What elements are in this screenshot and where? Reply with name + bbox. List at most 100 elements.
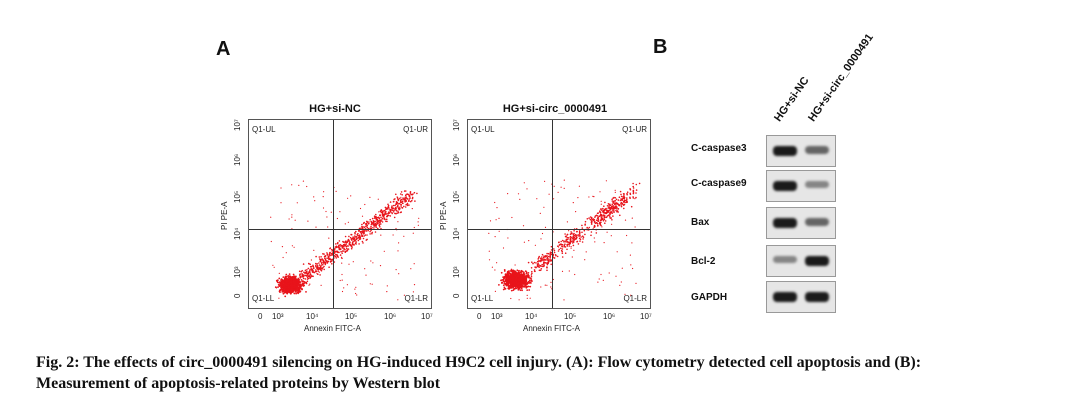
scatter-dot (321, 261, 323, 264)
scatter-dot (550, 253, 553, 256)
scatter-dot (561, 243, 564, 246)
scatter-dot (617, 208, 620, 210)
scatter-dot (302, 180, 304, 182)
scatter-dot (341, 290, 344, 293)
scatter-dot (344, 248, 346, 251)
scatter-dot (286, 289, 289, 292)
scatter-dot (307, 272, 310, 274)
scatter-dot (323, 261, 326, 264)
scatter-dot (293, 286, 296, 288)
scatter-dot (546, 256, 549, 259)
scatter-dot (635, 183, 638, 186)
scatter-dot (579, 234, 581, 237)
scatter-dot (600, 200, 602, 202)
scatter-dot (315, 263, 318, 265)
scatter-dot (293, 292, 296, 295)
scatter-dot (515, 280, 518, 283)
y-tick-1-5: 10⁷ (233, 119, 242, 131)
scatter-dot (397, 203, 400, 205)
scatter-dot (370, 223, 373, 226)
scatter-dot (379, 210, 382, 213)
blot-row-c-caspase3 (766, 135, 836, 167)
scatter-dot (292, 278, 295, 281)
scatter-dot (488, 232, 490, 234)
scatter-dot (579, 238, 582, 241)
band-c-caspase3-lane2 (805, 146, 829, 154)
scatter-dot (620, 204, 623, 206)
scatter-dot (546, 284, 548, 286)
scatter-dot (307, 277, 310, 280)
scatter-dot (383, 213, 386, 216)
scatter-dot (609, 204, 612, 207)
flow-plot-1: Q1-UL Q1-UR Q1-LL Q1-LR (248, 119, 432, 309)
scatter-dot (599, 211, 601, 213)
quadrant-gate-horizontal-2 (468, 229, 650, 230)
scatter-dot (512, 273, 515, 275)
scatter-dot (316, 265, 319, 267)
scatter-dot (549, 258, 551, 261)
scatter-dot (356, 234, 358, 236)
scatter-dot (364, 203, 366, 206)
scatter-dot (569, 242, 571, 245)
scatter-dot (375, 218, 378, 220)
scatter-dot (623, 193, 625, 195)
scatter-dot (395, 227, 397, 230)
scatter-dot (305, 291, 307, 293)
scatter-dot (553, 198, 555, 200)
scatter-dot (517, 282, 520, 285)
y-tick-1-0: 0 (233, 293, 242, 298)
scatter-dot (355, 286, 357, 288)
scatter-dot (581, 224, 583, 227)
scatter-dot (361, 223, 363, 226)
scatter-dot (403, 205, 405, 208)
scatter-dot (285, 284, 288, 287)
scatter-dot (549, 260, 551, 262)
scatter-dot (512, 280, 515, 282)
scatter-dot (348, 263, 350, 265)
scatter-dot (547, 252, 550, 255)
scatter-dot (607, 203, 610, 205)
scatter-dot (632, 185, 634, 188)
scatter-dot (328, 266, 330, 268)
scatter-dot (576, 230, 578, 233)
scatter-dot (590, 234, 592, 237)
scatter-dot (574, 238, 576, 240)
scatter-dot (278, 272, 280, 274)
scatter-dot (344, 244, 347, 247)
scatter-dot (303, 271, 305, 273)
scatter-dot (337, 245, 340, 248)
scatter-dot (320, 264, 323, 266)
scatter-dot (338, 244, 340, 247)
scatter-dot (352, 238, 355, 240)
scatter-dot (623, 207, 625, 210)
scatter-dot (573, 249, 575, 251)
scatter-dot (577, 197, 579, 199)
scatter-dot (384, 218, 386, 221)
scatter-dot (397, 210, 399, 213)
scatter-dot (354, 233, 356, 235)
quadrant-label-lr-2: Q1-LR (623, 294, 647, 303)
y-tick-1-1: 10³ (233, 266, 242, 278)
scatter-dot (498, 284, 500, 286)
scatter-dot (552, 278, 554, 281)
scatter-dot (517, 278, 520, 281)
x-tick-2-3: 10⁵ (564, 312, 577, 321)
scatter-dot (355, 292, 357, 295)
scatter-dot (609, 216, 611, 218)
scatter-dot (372, 222, 374, 224)
scatter-dot (276, 280, 278, 282)
scatter-dot (606, 212, 608, 214)
scatter-dot (567, 237, 570, 239)
scatter-dot (611, 200, 614, 202)
scatter-dot (413, 226, 415, 229)
scatter-dot (350, 244, 353, 246)
scatter-dot (378, 211, 380, 213)
scatter-dot (608, 204, 611, 206)
scatter-dot (602, 215, 604, 217)
scatter-dot (333, 249, 336, 251)
scatter-dot (310, 259, 312, 261)
scatter-dot (398, 206, 400, 208)
scatter-dot (331, 263, 333, 265)
scatter-dot (367, 223, 370, 225)
x-tick-2-5: 10⁷ (640, 312, 652, 321)
